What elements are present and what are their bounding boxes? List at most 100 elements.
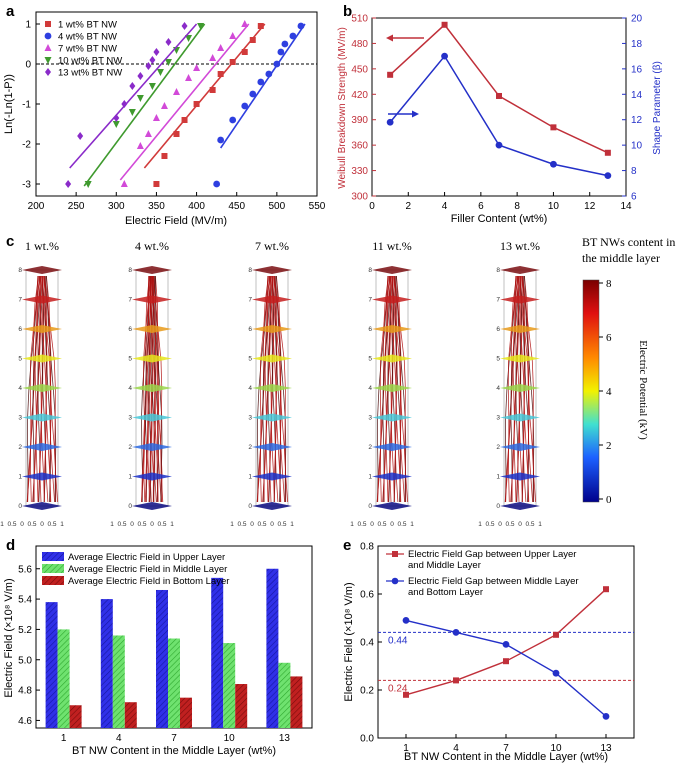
panel-c-z-tick: 3 [248, 415, 252, 422]
panel-c-column-title: 4 wt.% [135, 239, 169, 253]
panel-e-xtick-label: 4 [453, 743, 459, 754]
panel-c-z-tick: 4 [18, 385, 22, 392]
panel-d-bar [180, 697, 192, 728]
panel-a-point [229, 32, 237, 39]
panel-d-ytick-label: 4.6 [18, 716, 32, 727]
panel-c-base-tick: 0.5 [377, 521, 386, 528]
panel-a-legend-label: 7 wt% BT NW [58, 44, 117, 55]
panel-c-base-tick: 1 [350, 521, 354, 528]
panel-a-point [153, 181, 160, 187]
panel-d-bar [168, 638, 180, 728]
panel-c-equipotential-plane [500, 502, 540, 510]
panel-d-bar [124, 702, 137, 728]
panel-c-z-tick: 7 [496, 297, 500, 304]
panel-c-z-tick: 6 [18, 326, 22, 333]
panel-c-base-tick: 0 [150, 521, 154, 528]
panel-a-point [213, 180, 221, 188]
panel-a-point [145, 62, 152, 70]
panel-e-point [502, 641, 510, 648]
panel-c-equipotential-plane [372, 295, 412, 304]
panel-c-equipotential-plane [22, 443, 62, 451]
panel-e-legend-marker-2 [391, 577, 399, 585]
panel-d-ytick-label: 5.4 [18, 595, 32, 606]
panel-a-xtick-label: 400 [188, 201, 205, 212]
panel-c-z-tick: 5 [368, 356, 372, 363]
panel-e-point [552, 669, 560, 677]
panel-c-side-title-line2: the middle layer [582, 251, 660, 265]
panel-e-ytick-label: 0.8 [360, 542, 374, 553]
panel-e-xtick-label: 10 [550, 743, 562, 754]
panel-c-base-tick: 0.5 [525, 521, 534, 528]
panel-c-z-tick: 2 [496, 444, 500, 451]
panel-a-series-2 [213, 22, 306, 188]
panel-c-equipotential-plane [22, 266, 62, 274]
panel-d-legend-swatch [42, 552, 64, 561]
panel-b-frame [371, 17, 627, 197]
panel-e-legend-label-1b: and Middle Layer [408, 560, 481, 571]
panel-a-ytick-label: -1 [22, 100, 31, 111]
panel-c-equipotential-plane [372, 472, 412, 481]
panel-c-base-tick: 0.5 [257, 521, 266, 528]
panel-b-xtick-label: 4 [442, 201, 448, 212]
panel-b-series-line [389, 23, 609, 154]
panel-a-point [153, 48, 160, 56]
panel-d-bar [223, 643, 236, 728]
panel-b-ytick-label: 480 [351, 39, 368, 50]
panel-b-y2tick-label: 14 [631, 90, 643, 101]
panel-c-z-tick: 8 [496, 267, 500, 274]
panel-e-ytick-label: 0.6 [360, 590, 374, 601]
panel-c-equipotential-plane [372, 384, 412, 392]
panel-c-equipotential-plane [500, 384, 540, 392]
panel-d-ylabel: Electric Field (×10⁸ V/m) [3, 578, 15, 697]
panel-c-z-tick: 6 [496, 326, 500, 333]
panel-c-z-tick: 0 [248, 503, 252, 510]
panel-b-xtick-label: 8 [514, 201, 520, 212]
panel-d-ytick-label: 5.0 [18, 655, 32, 666]
panel-c-z-tick: 2 [18, 444, 22, 451]
panel-b-point [387, 71, 394, 78]
panel-c-equipotential-plane [22, 502, 62, 510]
panel-a-point [241, 20, 249, 27]
panel-d-ytick-label: 5.6 [18, 564, 32, 575]
panel-a-xtick-label: 350 [148, 201, 165, 212]
panel-e-legend-marker-1 [392, 551, 398, 557]
panel-a-point [217, 44, 225, 51]
panel-d-ytick-label: 5.2 [18, 625, 32, 636]
panel-c-z-tick: 4 [248, 385, 252, 392]
panel-c-equipotential-plane [372, 443, 412, 451]
panel-a-point [65, 180, 72, 188]
panel-b-breakdown-plot: 0 2 4 6 8 10 12 14 300 330 360 390 420 450 480 510 6 8 10 1… [337, 14, 663, 226]
panel-d-bar [69, 705, 82, 728]
panel-c-equipotential-plane [500, 472, 540, 481]
panel-c-z-tick: 2 [368, 444, 372, 451]
panel-c-equipotential-plane [372, 266, 412, 274]
panel-d-xlabel: BT NW Content in the Middle Layer (wt%) [72, 745, 276, 757]
panel-a-xtick-label: 450 [228, 201, 245, 212]
panel-c-base-tick: 0.5 [117, 521, 126, 528]
panel-a-point [120, 180, 128, 187]
panel-a-point [241, 49, 248, 55]
panel-a-fit-line [69, 23, 198, 169]
panel-a-point [209, 87, 216, 93]
panel-b-point [550, 124, 557, 131]
panel-c-colorbar-tick-label: 8 [606, 278, 612, 290]
panel-b-y2tick-label: 18 [631, 39, 643, 50]
panel-b-ytick-label: 450 [351, 64, 368, 75]
panel-c-equipotential-plane [252, 472, 292, 481]
panel-c-base-tick: 1 [110, 521, 114, 528]
panel-e-point [603, 586, 609, 593]
panel-label-b: b [343, 3, 352, 20]
panel-d-ytick-label: 4.8 [18, 686, 32, 697]
panel-b-right-arrowhead [412, 110, 419, 118]
panel-b-point [441, 52, 448, 60]
panel-c-base-tick: 1 [290, 521, 294, 528]
panel-c-z-tick: 5 [128, 356, 132, 363]
panel-e-ytick-label: 0.4 [360, 638, 374, 649]
panel-b-point [386, 118, 394, 126]
panel-a-point [185, 74, 193, 81]
panel-c-colorbar-label: Electric Potential (kV) [637, 340, 649, 440]
panel-b-y2tick-label: 8 [631, 166, 637, 177]
panel-a-point [84, 181, 92, 188]
